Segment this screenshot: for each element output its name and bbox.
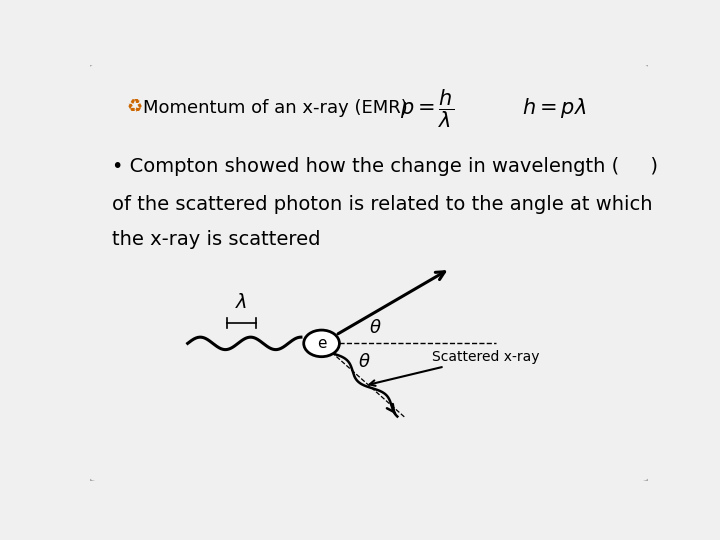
- Text: $h = p\lambda$: $h = p\lambda$: [523, 97, 587, 120]
- Text: • Compton showed how the change in wavelength (     ): • Compton showed how the change in wavel…: [112, 157, 658, 176]
- Text: $p = \dfrac{h}{\lambda}$: $p = \dfrac{h}{\lambda}$: [400, 87, 454, 130]
- Text: $\lambda$: $\lambda$: [235, 293, 248, 312]
- Text: Scattered x-ray: Scattered x-ray: [369, 350, 539, 386]
- Text: the x-ray is scattered: the x-ray is scattered: [112, 230, 321, 249]
- Text: ♻: ♻: [126, 99, 143, 118]
- Text: e: e: [317, 336, 326, 351]
- Text: $\theta$: $\theta$: [369, 319, 382, 336]
- FancyBboxPatch shape: [87, 63, 651, 483]
- Circle shape: [304, 330, 339, 357]
- Text: $\theta$: $\theta$: [359, 353, 371, 371]
- Text: of the scattered photon is related to the angle at which: of the scattered photon is related to th…: [112, 194, 653, 214]
- Text: Momentum of an x-ray (EMR): Momentum of an x-ray (EMR): [143, 99, 408, 118]
